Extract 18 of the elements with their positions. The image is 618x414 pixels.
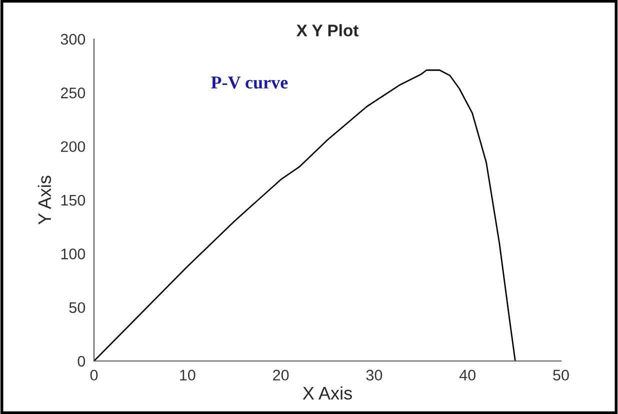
y-tick-label: 50 xyxy=(69,302,86,314)
y-tick-label: 0 xyxy=(78,356,86,367)
y-axis-title: Y Axis xyxy=(38,176,52,225)
x-tick-label: 40 xyxy=(459,370,476,381)
x-tick-label: 50 xyxy=(553,370,569,381)
y-tick-label: 100 xyxy=(61,248,86,260)
chart-title: X Y Plot xyxy=(296,24,358,36)
line-series xyxy=(94,69,516,361)
x-tick-label: 20 xyxy=(273,370,289,381)
x-axis-title: X Axis xyxy=(302,386,352,400)
y-tick-label: 200 xyxy=(60,141,86,152)
y-tick-label: 300 xyxy=(60,34,86,45)
y-tick-label: 150 xyxy=(61,194,86,206)
x-tick-label: 30 xyxy=(366,370,382,381)
x-tick-label: 0 xyxy=(90,370,98,381)
y-tick-label: 250 xyxy=(60,88,86,98)
x-tick-label: 10 xyxy=(180,370,196,381)
annotation: P-V curve xyxy=(211,76,288,89)
